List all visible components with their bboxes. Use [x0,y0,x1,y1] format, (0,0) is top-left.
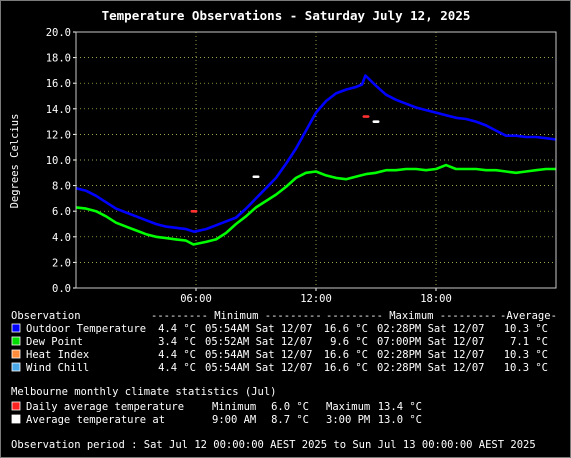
max-time: 02:28PM Sat 12/07 [377,349,484,361]
climate-col1: Minimum [212,401,256,413]
legend-label: Dew Point [26,336,83,348]
y-tick-label: 14.0 [46,104,71,116]
climate-col2: 8.7 °C [271,414,309,426]
y-axis-label: Degrees Celcius [9,114,21,209]
climate-marker [252,175,260,179]
series-line-dew-point [75,163,556,246]
legend-swatch [11,323,21,333]
y-axis-ticks: 0.0 2.0 4.0 6.0 8.0 10.0 12.0 14.0 16.0 18.0 20.0 [46,27,76,295]
avg-value: 7.1 °C [510,336,548,348]
observation-period: Observation period : Sat Jul 12 00:00:00… [11,439,536,451]
summary-table: Observation --------- Minimum --------- … [11,310,557,374]
climate-marker [190,210,198,213]
y-tick-label: 6.0 [52,206,71,218]
series-line-outdoor-temperature [75,74,557,233]
min-time: 05:54AM Sat 12/07 [205,362,312,374]
col-average: -Average- [500,310,557,322]
x-axis-ticks: 06:00 12:00 18:00 [180,288,452,305]
col-minimum: --------- Minimum --------- [151,310,322,322]
x-tick-label: 12:00 [300,293,332,305]
climate-col4: 13.0 °C [378,414,422,426]
max-time: 07:00PM Sat 12/07 [377,336,484,348]
climate-stats: Melbourne monthly climate statistics (Ju… [11,386,422,426]
min-time: 05:54AM Sat 12/07 [205,323,312,335]
climate-swatch [11,401,21,411]
climate-col2: 6.0 °C [271,401,309,413]
min-time: 05:54AM Sat 12/07 [205,349,312,361]
x-tick-label: 18:00 [420,293,452,305]
climate-col3: Maximum [326,401,370,413]
min-value: 4.4 °C [158,349,196,361]
max-value: 9.6 °C [330,336,368,348]
y-tick-label: 10.0 [46,155,71,167]
max-value: 16.6 °C [324,349,368,361]
y-tick-label: 12.0 [46,129,71,141]
avg-value: 10.3 °C [504,323,548,335]
min-time: 05:52AM Sat 12/07 [205,336,312,348]
plot-border [75,31,557,289]
climate-markers [190,115,380,213]
climate-label: Average temperature at [26,414,165,426]
legend-label: Outdoor Temperature [26,323,146,335]
y-tick-label: 8.0 [52,181,71,193]
legend-swatch [11,349,21,359]
y-tick-label: 16.0 [46,78,71,90]
chart-title: Temperature Observations - Saturday July… [102,8,471,23]
climate-col4: 13.4 °C [378,401,422,413]
climate-swatch [11,414,21,424]
avg-value: 10.3 °C [504,349,548,361]
max-time: 02:28PM Sat 12/07 [377,323,484,335]
x-tick-label: 06:00 [180,293,212,305]
min-value: 4.4 °C [158,362,196,374]
max-value: 16.6 °C [324,323,368,335]
climate-marker [372,120,380,123]
y-tick-label: 2.0 [52,257,71,269]
y-tick-label: 4.0 [52,232,71,244]
legend-swatch [11,362,21,372]
min-value: 4.4 °C [158,323,196,335]
min-value: 3.4 °C [158,336,196,348]
legend-label: Wind Chill [26,362,89,374]
max-value: 16.6 °C [324,362,368,374]
legend-swatch [11,336,21,346]
max-time: 02:28PM Sat 12/07 [377,362,484,374]
avg-value: 10.3 °C [504,362,548,374]
y-tick-label: 0.0 [52,283,71,295]
col-observation: Observation [11,310,81,322]
y-tick-label: 20.0 [46,27,71,39]
col-maximum: --------- Maximum --------- [326,310,497,322]
climate-label: Daily average temperature [26,401,184,413]
y-tick-label: 18.0 [46,53,71,65]
climate-marker [362,115,370,118]
climate-col3: 3:00 PM [326,414,370,426]
series-lines [75,74,557,246]
climate-col1: 9:00 AM [212,414,256,426]
grid-lines [76,32,556,288]
legend-label: Heat Index [26,349,89,361]
climate-title: Melbourne monthly climate statistics (Ju… [11,386,277,398]
